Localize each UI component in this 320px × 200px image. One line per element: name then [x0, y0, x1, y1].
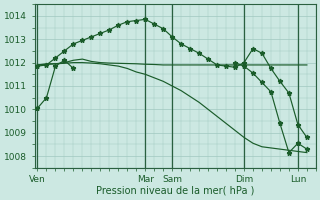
- X-axis label: Pression niveau de la mer( hPa ): Pression niveau de la mer( hPa ): [96, 186, 254, 196]
